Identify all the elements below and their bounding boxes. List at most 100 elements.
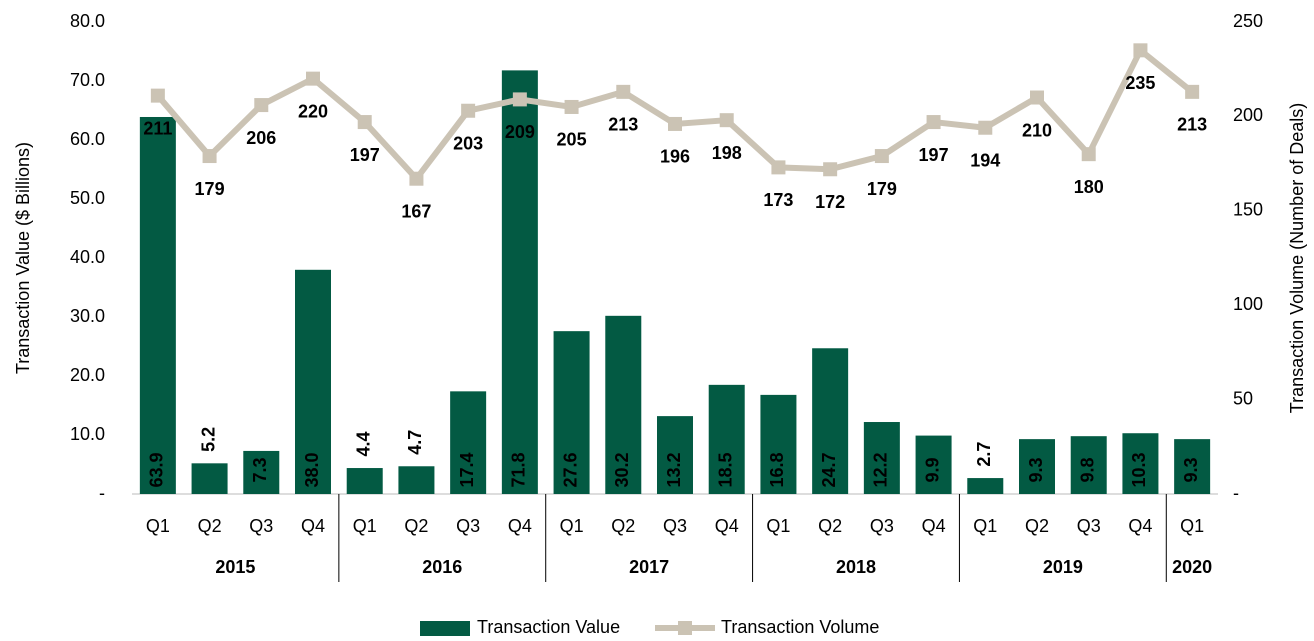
line-value-label: 172 bbox=[815, 192, 845, 212]
bar-value-label: 7.3 bbox=[250, 457, 270, 482]
x-tick-label: Q4 bbox=[922, 516, 946, 536]
bar bbox=[863, 422, 900, 494]
bar bbox=[346, 468, 383, 494]
line-value-label: 213 bbox=[1177, 115, 1207, 135]
y2-tick-label: 100 bbox=[1233, 294, 1263, 314]
y-tick-label: - bbox=[99, 483, 105, 503]
bar bbox=[760, 394, 797, 494]
bar bbox=[295, 269, 331, 494]
line-value-label: 180 bbox=[1074, 177, 1104, 197]
line-marker bbox=[150, 88, 165, 103]
y2-tick-label: 200 bbox=[1233, 105, 1263, 125]
line-marker bbox=[978, 120, 993, 135]
line-value-label: 206 bbox=[246, 128, 276, 148]
x-tick-label: Q3 bbox=[456, 516, 480, 536]
bar-value-label: 16.8 bbox=[767, 452, 787, 487]
x-tick-label: Q1 bbox=[353, 516, 377, 536]
y-tick-label: 20.0 bbox=[70, 365, 105, 385]
line-marker bbox=[512, 92, 527, 107]
line-marker bbox=[357, 115, 372, 130]
line-value-label: 203 bbox=[453, 133, 483, 153]
bar-value-label: 63.9 bbox=[147, 452, 167, 487]
y2-tick-label: 50 bbox=[1233, 388, 1253, 408]
line-marker bbox=[1081, 147, 1096, 162]
y2-tick-label: 150 bbox=[1233, 200, 1263, 220]
x-tick-label: Q2 bbox=[1025, 516, 1049, 536]
legend-swatch bbox=[420, 621, 470, 636]
x-tick-label: Q3 bbox=[870, 516, 894, 536]
bar-value-label: 9.8 bbox=[1077, 457, 1097, 482]
bar bbox=[605, 315, 642, 494]
bar bbox=[1122, 433, 1159, 494]
line-marker bbox=[1133, 43, 1148, 58]
line-value-label: 213 bbox=[608, 115, 638, 135]
x-group-label: 2018 bbox=[836, 557, 876, 577]
line-value-label: 179 bbox=[195, 179, 225, 199]
x-tick-label: Q4 bbox=[301, 516, 325, 536]
x-tick-label: Q2 bbox=[198, 516, 222, 536]
x-tick-label: Q3 bbox=[249, 516, 273, 536]
x-tick-label: Q1 bbox=[1180, 516, 1204, 536]
y-tick-label: 70.0 bbox=[70, 70, 105, 90]
x-tick-label: Q3 bbox=[663, 516, 687, 536]
bar bbox=[812, 348, 849, 494]
line-marker bbox=[409, 171, 424, 186]
x-tick-label: Q2 bbox=[404, 516, 428, 536]
line-value-label: 211 bbox=[143, 118, 172, 138]
line-marker bbox=[202, 149, 217, 164]
bar-value-label: 24.7 bbox=[819, 452, 839, 487]
bar bbox=[915, 435, 952, 494]
x-group-label: 2020 bbox=[1172, 557, 1212, 577]
y2-tick-label: - bbox=[1233, 483, 1239, 503]
bar bbox=[708, 384, 745, 494]
line-value-label: 209 bbox=[505, 122, 535, 142]
legend-label: Transaction Volume bbox=[721, 617, 879, 636]
bar-value-label: 4.4 bbox=[353, 432, 373, 457]
bar-value-label: 4.7 bbox=[405, 430, 425, 455]
x-group-label: 2019 bbox=[1043, 557, 1083, 577]
x-tick-label: Q3 bbox=[1077, 516, 1101, 536]
x-group-label: 2015 bbox=[215, 557, 255, 577]
line-marker bbox=[254, 98, 269, 113]
line-marker bbox=[874, 149, 889, 164]
line-value-label: 197 bbox=[919, 145, 949, 165]
bar-value-label: 17.4 bbox=[457, 452, 477, 487]
bar bbox=[1174, 439, 1211, 494]
line-marker bbox=[668, 116, 682, 131]
line-value-label: 235 bbox=[1125, 73, 1155, 93]
bar bbox=[1019, 439, 1055, 494]
bar-value-label: 9.3 bbox=[1026, 457, 1046, 482]
bar-value-label: 12.2 bbox=[871, 452, 891, 487]
bar bbox=[243, 450, 280, 494]
bar bbox=[191, 463, 228, 494]
bar bbox=[553, 331, 590, 494]
line-marker bbox=[771, 160, 786, 175]
y-tick-label: 60.0 bbox=[70, 129, 105, 149]
x-tick-label: Q1 bbox=[766, 516, 790, 536]
line-value-label: 210 bbox=[1022, 120, 1052, 140]
bar-value-label: 27.6 bbox=[560, 452, 580, 487]
line-value-label: 173 bbox=[763, 190, 793, 210]
bar bbox=[450, 391, 487, 494]
x-group-label: 2016 bbox=[422, 557, 462, 577]
line-marker bbox=[823, 162, 838, 177]
y-tick-label: 80.0 bbox=[70, 11, 105, 31]
line-marker bbox=[1030, 90, 1044, 105]
x-tick-label: Q4 bbox=[1128, 516, 1152, 536]
y-tick-label: 10.0 bbox=[70, 424, 105, 444]
y-axis-title: Transaction Value ($ Billions) bbox=[13, 142, 33, 374]
x-tick-label: Q4 bbox=[715, 516, 739, 536]
line-marker bbox=[926, 115, 941, 130]
bar bbox=[967, 478, 1004, 494]
line-value-label: 220 bbox=[298, 101, 328, 121]
bar bbox=[501, 70, 538, 494]
y2-tick-label: 250 bbox=[1233, 11, 1263, 31]
line-marker bbox=[616, 84, 631, 99]
x-tick-label: Q4 bbox=[508, 516, 532, 536]
y2-axis-title: Transaction Volume (Number of Deals) bbox=[1287, 103, 1307, 413]
x-tick-label: Q2 bbox=[611, 516, 635, 536]
line-marker bbox=[461, 103, 476, 118]
x-tick-label: Q2 bbox=[818, 516, 842, 536]
bar bbox=[139, 116, 176, 495]
